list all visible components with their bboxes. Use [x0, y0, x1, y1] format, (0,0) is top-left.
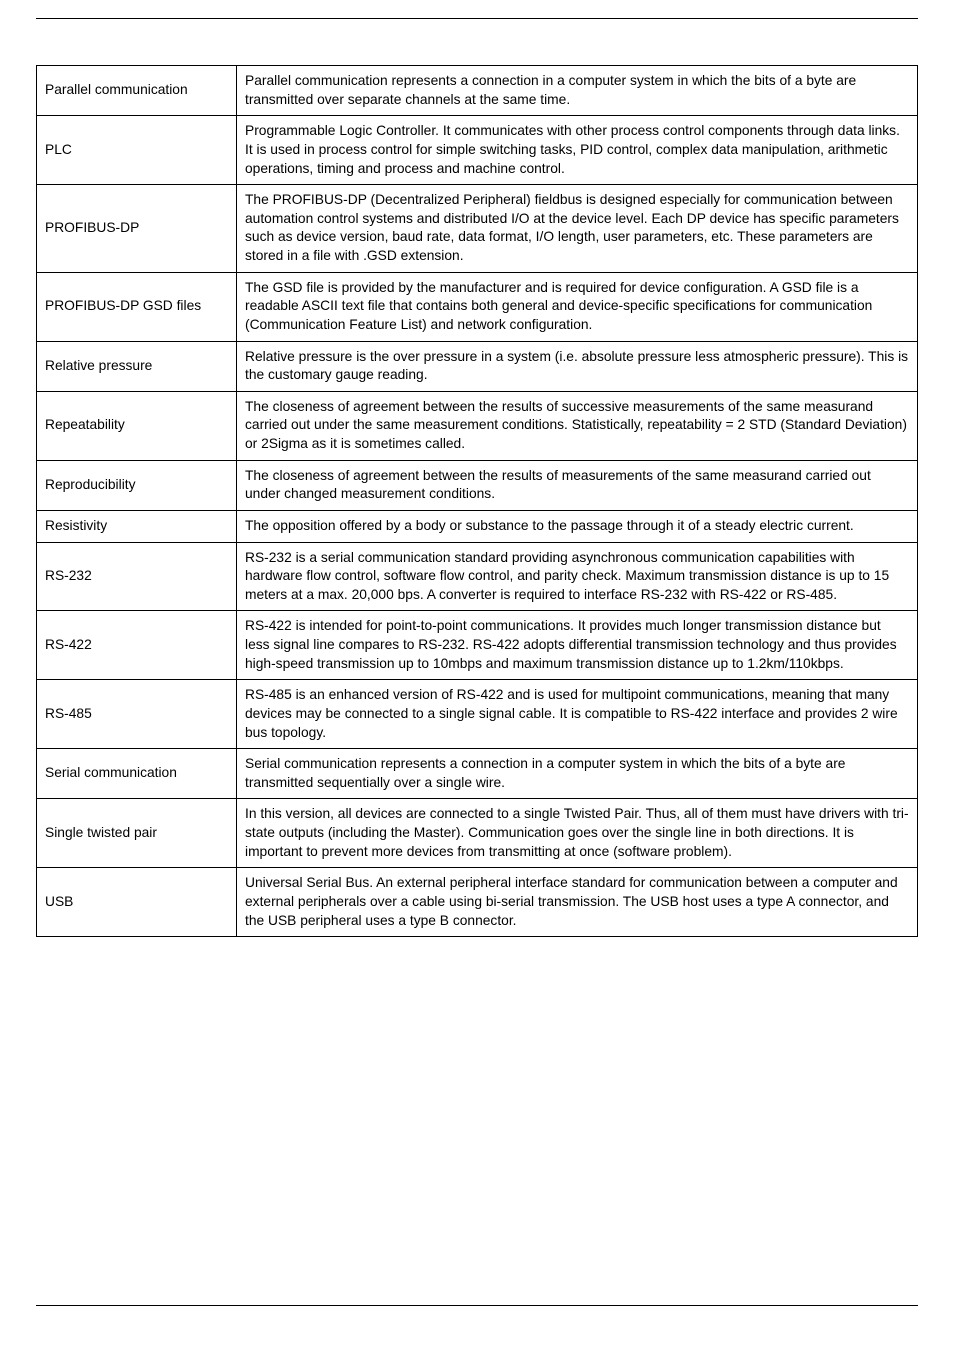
term-cell: Single twisted pair — [37, 799, 237, 868]
term-cell: RS-485 — [37, 680, 237, 749]
definition-cell: The closeness of agreement between the r… — [237, 391, 918, 460]
table-row: Parallel communicationParallel communica… — [37, 66, 918, 116]
table-row: RS-232RS-232 is a serial communication s… — [37, 542, 918, 611]
table-row: Single twisted pairIn this version, all … — [37, 799, 918, 868]
footer-rule — [36, 1305, 918, 1306]
table-row: Serial communicationSerial communication… — [37, 749, 918, 799]
definition-cell: Parallel communication represents a conn… — [237, 66, 918, 116]
table-row: RepeatabilityThe closeness of agreement … — [37, 391, 918, 460]
term-cell: Parallel communication — [37, 66, 237, 116]
table-row: Relative pressureRelative pressure is th… — [37, 341, 918, 391]
term-cell: PROFIBUS-DP — [37, 185, 237, 273]
table-row: RS-422RS-422 is intended for point-to-po… — [37, 611, 918, 680]
definition-cell: The closeness of agreement between the r… — [237, 460, 918, 510]
definition-cell: The PROFIBUS-DP (Decentralized Periphera… — [237, 185, 918, 273]
term-cell: Serial communication — [37, 749, 237, 799]
term-cell: RS-422 — [37, 611, 237, 680]
glossary-body: Parallel communicationParallel communica… — [37, 66, 918, 937]
table-row: USBUniversal Serial Bus. An external per… — [37, 868, 918, 937]
term-cell: Reproducibility — [37, 460, 237, 510]
definition-cell: The opposition offered by a body or subs… — [237, 510, 918, 542]
glossary-table: Parallel communicationParallel communica… — [36, 65, 918, 937]
term-cell: RS-232 — [37, 542, 237, 611]
definition-cell: The GSD file is provided by the manufact… — [237, 272, 918, 341]
definition-cell: Universal Serial Bus. An external periph… — [237, 868, 918, 937]
definition-cell: Relative pressure is the over pressure i… — [237, 341, 918, 391]
term-cell: PROFIBUS-DP GSD files — [37, 272, 237, 341]
definition-cell: RS-485 is an enhanced version of RS-422 … — [237, 680, 918, 749]
term-cell: Resistivity — [37, 510, 237, 542]
definition-cell: Programmable Logic Controller. It commun… — [237, 116, 918, 185]
table-row: ReproducibilityThe closeness of agreemen… — [37, 460, 918, 510]
table-row: RS-485RS-485 is an enhanced version of R… — [37, 680, 918, 749]
term-cell: PLC — [37, 116, 237, 185]
term-cell: Repeatability — [37, 391, 237, 460]
term-cell: USB — [37, 868, 237, 937]
definition-cell: RS-422 is intended for point-to-point co… — [237, 611, 918, 680]
definition-cell: Serial communication represents a connec… — [237, 749, 918, 799]
table-row: ResistivityThe opposition offered by a b… — [37, 510, 918, 542]
header-rule — [36, 18, 918, 19]
table-row: PROFIBUS-DPThe PROFIBUS-DP (Decentralize… — [37, 185, 918, 273]
table-row: PROFIBUS-DP GSD filesThe GSD file is pro… — [37, 272, 918, 341]
definition-cell: RS-232 is a serial communication standar… — [237, 542, 918, 611]
table-row: PLCProgrammable Logic Controller. It com… — [37, 116, 918, 185]
definition-cell: In this version, all devices are connect… — [237, 799, 918, 868]
page-container: Parallel communicationParallel communica… — [0, 0, 954, 1350]
term-cell: Relative pressure — [37, 341, 237, 391]
